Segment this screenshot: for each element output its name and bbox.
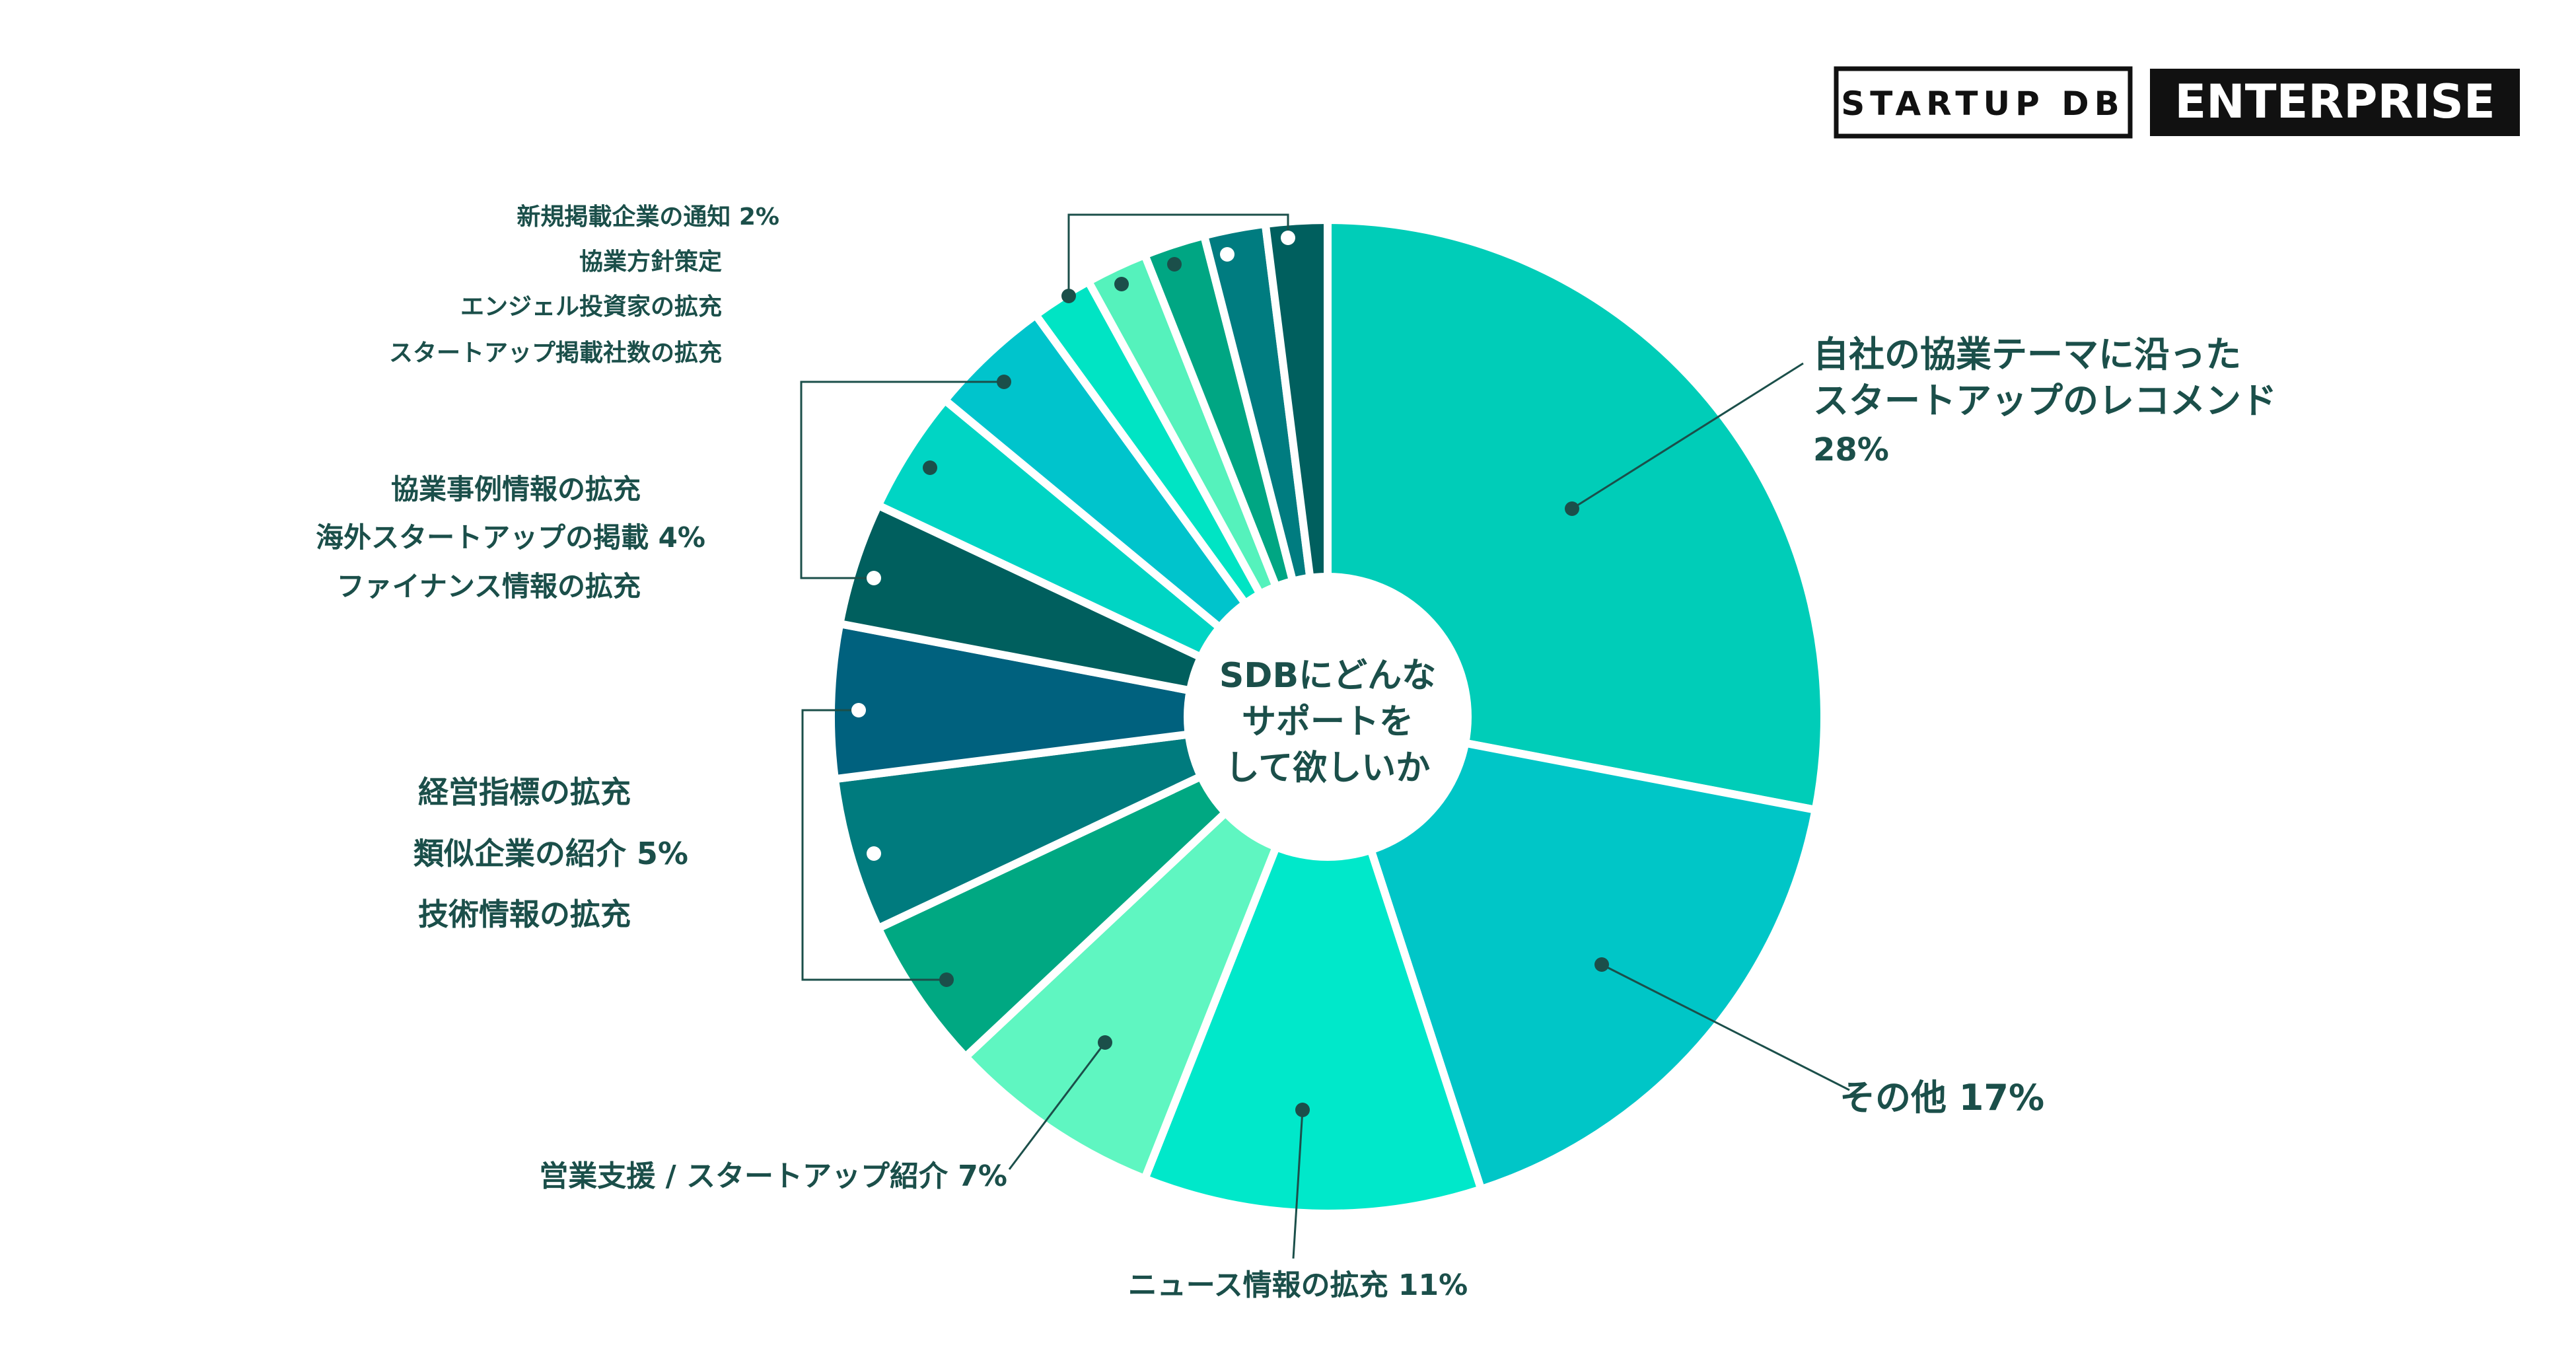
logo-box-secondary	[2150, 69, 2520, 136]
center-title: SDBにどんな サポートを して欲しいか	[1219, 656, 1436, 788]
leader-dot-10	[997, 375, 1011, 389]
label-group2-line-1: 新規掲載企業の通知 2%	[517, 203, 779, 231]
label-top-right-line-2: スタートアップのレコメンド	[1813, 380, 2277, 421]
leader-group2	[1067, 213, 1289, 296]
leader-dot-9	[923, 460, 937, 475]
leader-dot-4	[1098, 1035, 1112, 1050]
brand-logo: STARTUP DB ENTERPRISE	[1834, 66, 2520, 139]
leader-dot-7	[851, 703, 866, 717]
label-group2-line-4: スタートアップ掲載社数の拡充	[389, 340, 722, 367]
leader-sales	[1008, 1042, 1106, 1170]
leader-dots	[851, 231, 1609, 1117]
leader-dot-13	[1167, 257, 1182, 272]
center-title-line-3: して欲しいか	[1225, 749, 1430, 788]
leader-dot-8	[867, 571, 881, 585]
center-title-line-1: SDBにどんな	[1219, 656, 1436, 696]
pie-slice-2	[1322, 712, 1820, 1194]
label-group4-line-2: 海外スタートアップの掲載 4%	[316, 521, 705, 554]
center-title-line-2: サポートを	[1242, 702, 1413, 742]
leader-dot-6	[867, 846, 881, 861]
leader-dot-3	[1295, 1103, 1310, 1117]
leader-dot-12	[1114, 277, 1129, 291]
logo-primary-text: STARTUP DB	[1841, 85, 2125, 123]
label-news: ニュース情報の拡充 11%	[1128, 1268, 1468, 1302]
logo-box-primary	[1834, 66, 2133, 139]
logo-secondary-text: ENTERPRISE	[2174, 75, 2495, 129]
leader-news	[1292, 1109, 1304, 1259]
leader-dot-5	[939, 972, 954, 987]
label-group2-line-2: 協業方針策定	[579, 248, 722, 275]
label-other: その他 17%	[1840, 1077, 2044, 1118]
pie-slice-7	[827, 619, 1329, 784]
leader-dot-15	[1281, 231, 1295, 245]
label-group5-line-3: 技術情報の拡充	[418, 896, 631, 932]
label-sales: 営業支援 / スタートアップ紹介 7%	[539, 1159, 1007, 1193]
label-top-right-line-3: 28%	[1813, 431, 1889, 468]
label-top-right-line-1: 自社の協業テーマに沿った	[1813, 334, 2241, 375]
leader-dot-2	[1594, 957, 1609, 972]
pie-slice-4	[960, 713, 1332, 1184]
label-group2-line-3: エンジェル投資家の拡充	[460, 293, 722, 320]
label-group5-line-1: 経営指標の拡充	[418, 774, 631, 810]
leader-group4	[800, 381, 1004, 579]
leader-dot-1	[1565, 501, 1579, 516]
leader-dot-11	[1061, 289, 1076, 303]
label-group5-line-2: 類似企業の紹介 5%	[413, 836, 688, 871]
leader-top-right	[1571, 362, 1804, 510]
label-group4-line-1: 協業事例情報の拡充	[391, 473, 641, 505]
leader-dot-14	[1220, 247, 1234, 262]
leader-lines	[800, 213, 1850, 1259]
slice-labels: 自社の協業テーマに沿った スタートアップのレコメンド 28% その他 17% ニ…	[316, 203, 2277, 1302]
leader-other	[1601, 963, 1850, 1091]
pie-slice-3	[1139, 705, 1486, 1218]
donut-hole	[1184, 573, 1472, 861]
leader-group5	[801, 709, 948, 981]
label-group4-line-3: ファイナンス情報の拡充	[337, 570, 641, 603]
